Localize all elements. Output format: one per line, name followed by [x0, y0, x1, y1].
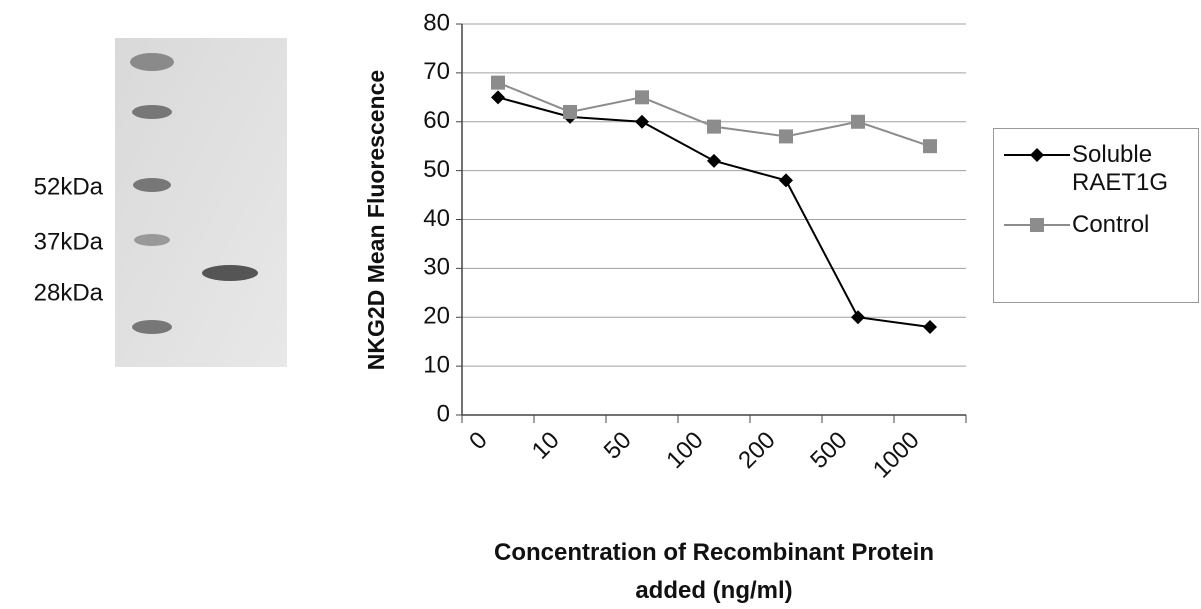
marker: [851, 115, 865, 129]
y-tick-label: 0: [437, 400, 450, 427]
y-tick-label: 20: [423, 303, 450, 330]
marker: [923, 139, 937, 153]
marker: [779, 129, 793, 143]
legend-entry: Soluble RAET1G: [1002, 141, 1198, 197]
marker: [635, 115, 649, 129]
x-tick-label: 200: [733, 427, 780, 474]
y-tick-label: 60: [423, 107, 450, 134]
legend-entry: Control: [1002, 211, 1198, 239]
x-tick-label: 100: [661, 427, 708, 474]
legend-label: Control: [1072, 211, 1192, 239]
gel-label: 28kDa: [34, 279, 104, 306]
y-tick-label: 70: [423, 58, 450, 85]
gel-image: [115, 38, 287, 367]
x-axis-title: Concentration of Recombinant Protein add…: [464, 534, 964, 609]
legend-marker: [1030, 218, 1044, 232]
legend: Soluble RAET1G Control: [993, 128, 1199, 303]
x-tick-label: 50: [599, 427, 637, 465]
x-tick-label: 0: [464, 427, 493, 456]
x-tick-label: 500: [805, 427, 852, 474]
y-axis-title: NKG2D Mean Fluorescence: [363, 70, 389, 370]
marker: [779, 173, 793, 187]
marker: [491, 90, 505, 104]
legend-swatch: [1002, 213, 1072, 237]
marker: [707, 154, 721, 168]
x-tick-label: 1000: [868, 427, 925, 484]
gel-label: 52kDa: [34, 173, 104, 200]
y-tick-label: 80: [423, 9, 450, 36]
legend-swatch: [1002, 143, 1072, 167]
marker: [851, 310, 865, 324]
marker: [491, 76, 505, 90]
marker: [635, 90, 649, 104]
marker: [563, 105, 577, 119]
legend-marker: [1030, 148, 1044, 162]
y-tick-label: 10: [423, 351, 450, 378]
marker: [707, 120, 721, 134]
x-tick-label: 10: [527, 427, 565, 465]
marker: [923, 320, 937, 334]
y-tick-label: 50: [423, 156, 450, 183]
gel-label: 37kDa: [34, 228, 104, 255]
y-tick-label: 30: [423, 254, 450, 281]
figure: 52kDa 37kDa 28kDa NKG2D Mean Fluorescenc…: [0, 0, 1201, 609]
chart: 52kDa 37kDa 28kDa NKG2D Mean Fluorescenc…: [0, 0, 1201, 609]
legend-label: Soluble RAET1G: [1072, 141, 1192, 197]
y-tick-label: 40: [423, 205, 450, 232]
